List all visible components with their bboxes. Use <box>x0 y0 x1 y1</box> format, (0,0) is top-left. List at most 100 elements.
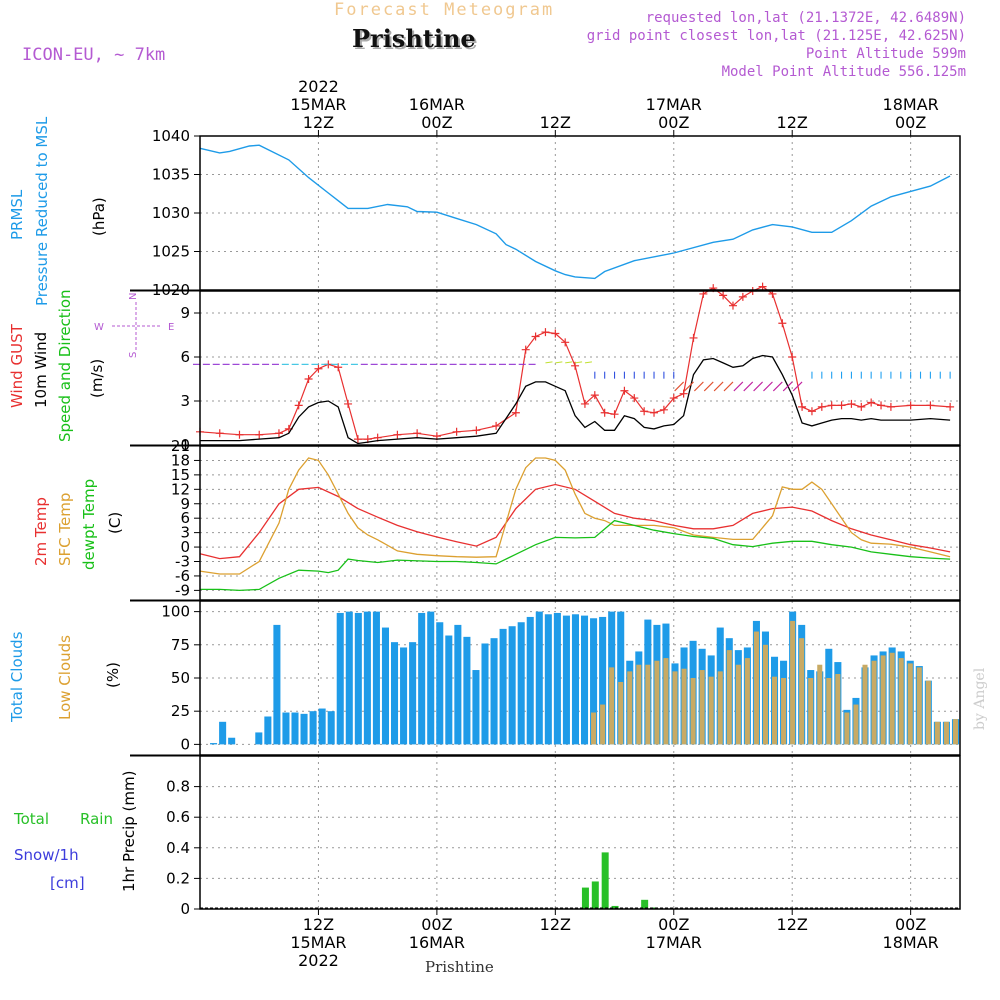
bottom-axis-hour: 00Z <box>895 915 926 934</box>
footer-location: Prishtine <box>425 958 494 976</box>
wind-direction-arrow <box>565 361 573 364</box>
total-cloud-bar <box>273 624 281 745</box>
gust-marker <box>738 292 747 301</box>
rain-bar <box>641 899 649 909</box>
low-cloud-bar <box>681 668 687 745</box>
gust-marker <box>827 401 836 410</box>
y-tick-label: 6 <box>180 509 190 527</box>
total-cloud-bar <box>354 612 362 745</box>
compass-cross <box>112 302 160 352</box>
gust-marker <box>590 391 599 400</box>
total-cloud-bar <box>372 611 380 745</box>
gust-marker <box>788 353 797 361</box>
gust-marker <box>867 398 876 407</box>
low-cloud-bar <box>609 667 615 745</box>
total-cloud-bar <box>427 611 435 745</box>
gust-marker <box>728 301 737 310</box>
total-cloud-bar <box>309 711 317 745</box>
gust-marker <box>886 402 895 411</box>
bottom-axis-hour: 12Z <box>777 915 808 934</box>
low-cloud-bar <box>808 678 814 745</box>
top-axis-date: 17MAR <box>646 95 702 114</box>
gust-marker <box>255 430 264 439</box>
total-cloud-bar <box>535 611 543 745</box>
total-cloud-bar <box>571 614 579 745</box>
total-cloud-bar <box>436 622 444 745</box>
compass-east: E <box>168 322 174 333</box>
wind-direction-arrow <box>792 381 803 392</box>
bottom-axis-hour: 12Z <box>303 915 334 934</box>
y-tick-label: 3 <box>180 524 190 542</box>
y-tick-label: -3 <box>175 553 190 571</box>
wind-direction-arrow <box>574 361 583 364</box>
low-cloud-bar <box>618 681 624 745</box>
y-tick-label: 6 <box>180 348 190 366</box>
y-tick-label: 9 <box>180 304 190 322</box>
low-cloud-bar <box>735 664 741 745</box>
gust-marker <box>393 430 402 439</box>
low-cloud-bar <box>781 678 787 745</box>
gust-marker <box>946 402 955 411</box>
low-cloud-bar <box>799 638 805 745</box>
total-cloud-bar <box>490 638 498 745</box>
low-cloud-bar <box>744 658 750 745</box>
wind-direction-arrow <box>753 381 763 392</box>
top-axis-year: 2022 <box>298 77 339 96</box>
bottom-axis-year: 2022 <box>298 951 339 970</box>
total-cloud-bar <box>300 713 308 745</box>
gust-marker <box>541 328 550 337</box>
y-tick-label: 12 <box>171 480 190 498</box>
low-cloud-bar <box>717 671 723 745</box>
wind-direction-arrow <box>555 361 563 364</box>
total-cloud-bar <box>481 643 489 745</box>
y-tick-label: 50 <box>171 669 190 687</box>
panel-frame <box>199 755 961 910</box>
total-cloud-bar <box>499 628 507 745</box>
gust-marker <box>679 389 688 398</box>
low-cloud-bar <box>889 652 895 745</box>
top-axis-hour: 00Z <box>658 113 689 132</box>
meteogram-title: Forecast Meteogram <box>334 0 555 20</box>
total-cloud-bar <box>463 636 471 745</box>
temp2m-line <box>199 483 951 560</box>
total-cloud-bar <box>418 612 426 745</box>
gust-marker <box>561 338 570 347</box>
y-tick-label: 75 <box>171 636 190 654</box>
gust-marker <box>571 361 580 370</box>
total-cloud-bar <box>553 612 561 745</box>
y-tick-label: 18 <box>171 451 190 469</box>
y-tick-label: 0 <box>180 900 190 918</box>
compass-south: S <box>128 352 139 358</box>
low-cloud-bar <box>853 704 859 745</box>
low-cloud-bar <box>790 620 796 745</box>
gust-marker <box>235 430 244 439</box>
y-tick-label: 3 <box>180 392 190 410</box>
wind-direction-arrow <box>693 381 704 392</box>
total-cloud-bar <box>400 647 408 745</box>
gust-marker <box>719 291 728 300</box>
y-tick-label: 100 <box>161 603 190 621</box>
y-tick-label: 1035 <box>152 166 190 184</box>
low-cloud-bar <box>934 721 940 745</box>
total-cloud-bar <box>526 616 534 745</box>
total-cloud-bar <box>517 622 525 745</box>
gust-marker <box>314 364 323 373</box>
snow-label-1: Snow/1h <box>14 846 79 864</box>
gust-marker <box>304 375 313 383</box>
gust-marker <box>551 329 560 338</box>
y-tick-label: -6 <box>175 567 190 585</box>
total-cloud-bar <box>219 721 227 745</box>
total-cloud-bar <box>318 708 326 745</box>
low-cloud-bar <box>916 667 922 745</box>
y-tick-label: -9 <box>175 581 190 599</box>
total-cloud-bar <box>599 616 607 745</box>
wind-direction-arrow <box>782 381 793 392</box>
y-tick-label: 0 <box>180 735 190 753</box>
low-cloud-bar <box>952 719 958 745</box>
wind-direction-arrow <box>733 381 744 392</box>
wind-direction-arrow <box>674 381 685 392</box>
total-cloud-bar <box>590 618 598 745</box>
low-cloud-bar <box>898 658 904 745</box>
y-tick-label: 0.2 <box>166 869 190 887</box>
